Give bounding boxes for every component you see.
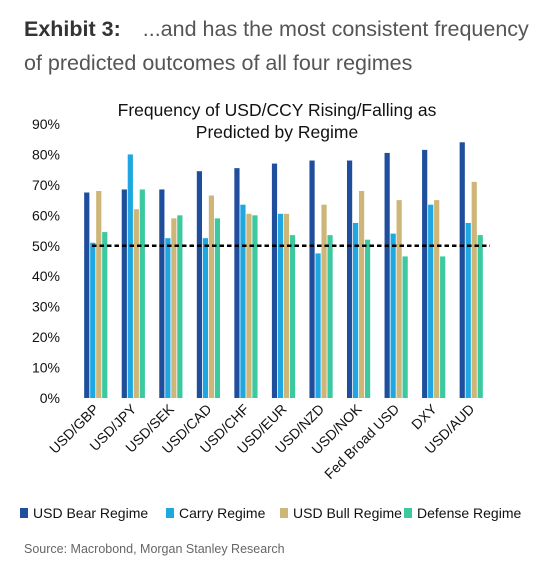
bar	[177, 215, 183, 398]
y-tick-label: 40%	[32, 268, 60, 284]
bar	[271, 163, 278, 398]
bar	[289, 235, 296, 398]
legend-swatch	[280, 508, 288, 518]
bar	[327, 235, 333, 398]
bar	[396, 200, 402, 398]
bar	[246, 213, 252, 398]
y-tick-label: 10%	[32, 360, 60, 376]
bar	[321, 204, 327, 398]
bar	[202, 238, 209, 398]
legend-label: Carry Regime	[179, 505, 266, 521]
bar	[139, 189, 145, 398]
bar	[358, 190, 365, 398]
bar	[84, 192, 90, 398]
bar	[384, 152, 390, 398]
bar	[90, 242, 96, 398]
y-tick-label: 0%	[40, 390, 60, 406]
bar	[133, 209, 139, 398]
legend-label: USD Bull Regime	[293, 505, 402, 521]
chart-title-line: Frequency of USD/CCY Rising/Falling as	[118, 100, 437, 120]
bar	[252, 215, 258, 398]
bar	[240, 204, 246, 398]
y-tick-label: 20%	[32, 329, 60, 345]
exhibit-headline: ...and has the most consistent frequency…	[24, 17, 529, 75]
bar	[277, 213, 284, 398]
bar	[477, 235, 483, 398]
bar	[422, 149, 428, 398]
x-tick-label: DXY	[408, 400, 440, 432]
bar	[459, 142, 465, 398]
legend-label: Defense Regime	[417, 505, 521, 521]
bar	[171, 218, 177, 398]
bar	[102, 232, 108, 398]
bar	[390, 233, 396, 398]
y-tick-label: 90%	[32, 116, 60, 132]
legend-swatch	[20, 508, 28, 518]
legend-swatch	[404, 508, 412, 518]
bar	[96, 190, 102, 398]
bar	[402, 256, 408, 398]
bar	[346, 160, 353, 398]
bar	[315, 253, 321, 398]
bar	[465, 222, 471, 398]
bar	[159, 189, 165, 398]
bar	[364, 239, 371, 398]
chart-title-line: Predicted by Regime	[196, 122, 358, 142]
bar	[214, 218, 221, 398]
y-tick-label: 50%	[32, 238, 60, 254]
bar	[196, 171, 203, 398]
bar	[283, 213, 290, 398]
bar	[309, 160, 315, 398]
bar	[352, 222, 359, 398]
y-tick-label: 60%	[32, 207, 60, 223]
bar	[471, 181, 477, 398]
bar	[165, 238, 171, 398]
legend-label: USD Bear Regime	[33, 505, 148, 521]
bar	[121, 189, 127, 398]
exhibit-label: Exhibit 3:	[24, 17, 121, 41]
y-tick-label: 30%	[32, 299, 60, 315]
bar	[208, 195, 215, 398]
y-tick-label: 80%	[32, 146, 60, 162]
bar	[234, 168, 240, 398]
source-note: Source: Macrobond, Morgan Stanley Resear…	[24, 542, 285, 556]
bar	[127, 154, 133, 398]
legend-swatch	[166, 508, 174, 518]
bar	[428, 204, 434, 398]
bar	[434, 200, 440, 398]
exhibit-header: Exhibit 3: ...and has the most consistent…	[24, 12, 539, 80]
y-tick-label: 70%	[32, 177, 60, 193]
bar	[440, 256, 446, 398]
